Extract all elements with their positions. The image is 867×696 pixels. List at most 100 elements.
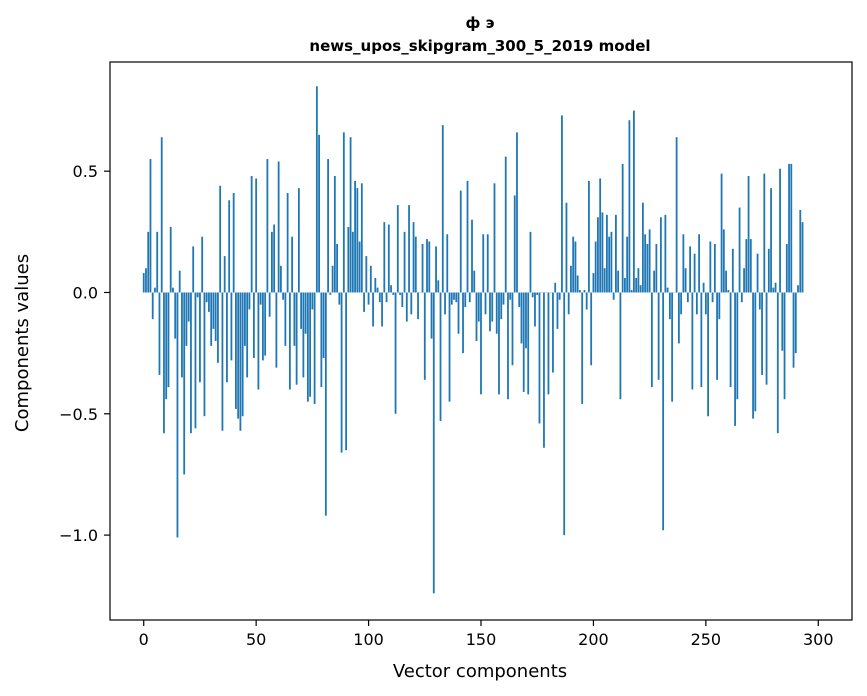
bar-120: [412, 222, 415, 293]
x-tick-label-150: 150: [466, 630, 497, 649]
bar-283: [779, 168, 781, 293]
bar-77: [315, 86, 318, 293]
bar-51: [257, 292, 260, 390]
bar-258: [722, 229, 725, 293]
bar-213: [621, 163, 624, 293]
bar-249: [702, 282, 705, 293]
bar-18: [183, 292, 186, 475]
bar-279: [770, 188, 772, 293]
bar-160: [502, 292, 505, 305]
bar-147: [473, 270, 476, 293]
bar-119: [410, 292, 413, 315]
bar-268: [745, 239, 748, 293]
bar-122: [417, 292, 419, 320]
y-tick-label-0.5: 0.5: [73, 162, 98, 181]
bar-0: [142, 273, 145, 293]
bar-61: [279, 265, 282, 293]
bar-281: [774, 282, 777, 293]
bar-13: [172, 287, 174, 293]
bar-65: [288, 292, 291, 390]
bar-153: [486, 234, 489, 293]
bar-144: [466, 180, 469, 293]
bar-55: [266, 159, 269, 293]
x-tick-label-0: 0: [139, 630, 149, 649]
bar-67: [293, 292, 296, 346]
bar-259: [725, 270, 727, 293]
bar-275: [761, 292, 763, 375]
bar-3: [149, 159, 152, 293]
bar-272: [754, 292, 757, 412]
bar-219: [635, 277, 638, 293]
bar-221: [639, 285, 642, 293]
bar-14: [174, 292, 177, 339]
bar-151: [482, 234, 485, 293]
bar-198: [588, 180, 590, 293]
bar-216: [628, 120, 631, 293]
bar-176: [538, 292, 541, 424]
bar-185: [558, 292, 561, 300]
bar-266: [740, 292, 743, 303]
bar-20: [187, 292, 190, 322]
x-tick-label-200: 200: [578, 630, 609, 649]
bar-257: [720, 173, 723, 293]
bar-276: [763, 173, 766, 293]
bar-286: [785, 243, 788, 293]
bar-145: [468, 292, 471, 303]
bar-228: [655, 243, 658, 293]
bar-270: [749, 239, 752, 293]
bar-234: [668, 292, 671, 320]
bar-103: [374, 277, 377, 293]
bar-184: [556, 292, 559, 329]
bar-37: [226, 292, 228, 383]
bar-10: [165, 292, 168, 400]
bar-89: [342, 132, 345, 293]
bar-150: [480, 292, 482, 395]
bar-92: [349, 137, 352, 293]
bar-23: [194, 292, 197, 429]
bar-267: [743, 268, 745, 293]
bar-63: [284, 292, 287, 346]
bar-193: [576, 275, 579, 293]
bar-9: [163, 292, 165, 434]
plot-frame: [109, 61, 853, 621]
bar-183: [554, 282, 557, 293]
bar-187: [563, 292, 566, 536]
bar-280: [772, 287, 775, 293]
y-tick-label--1: −1.0: [59, 526, 98, 545]
bar-207: [608, 236, 611, 293]
bar-158: [498, 292, 500, 395]
bar-125: [423, 292, 426, 380]
bar-59: [275, 292, 278, 368]
bar-116: [403, 231, 406, 293]
bar-27: [203, 292, 206, 417]
bar-171: [527, 292, 530, 395]
bar-52: [259, 292, 262, 305]
bar-74: [309, 292, 312, 397]
bar-163: [509, 292, 512, 300]
bar-49: [253, 292, 255, 358]
bar-292: [799, 209, 802, 293]
x-axis-ticks: 0 50 100 150 200 250 300: [139, 620, 834, 649]
bar-240: [682, 234, 685, 293]
bar-251: [707, 292, 709, 417]
bar-22: [192, 246, 195, 293]
bar-190: [570, 265, 572, 293]
bar-140: [457, 292, 460, 334]
bar-64: [286, 193, 289, 293]
bar-277: [765, 292, 768, 385]
bar-126: [426, 239, 428, 293]
bar-202: [597, 217, 599, 293]
bar-88: [340, 292, 343, 453]
bar-182: [552, 292, 554, 373]
bar-174: [534, 292, 536, 327]
bar-127: [428, 241, 431, 293]
y-tick-label-0: 0.0: [73, 283, 98, 302]
bar-212: [619, 292, 622, 400]
bar-197: [585, 292, 588, 310]
bar-157: [495, 292, 498, 334]
bar-290: [794, 292, 797, 354]
bar-265: [738, 207, 741, 293]
bar-80: [322, 292, 325, 358]
bar-204: [601, 212, 604, 293]
bar-114: [399, 292, 401, 295]
